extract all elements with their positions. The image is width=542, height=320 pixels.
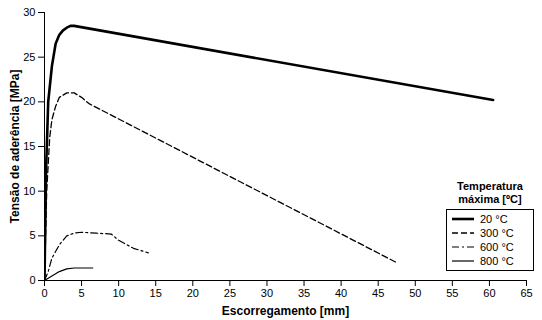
svg-text:0: 0: [41, 287, 47, 299]
svg-text:5: 5: [79, 287, 85, 299]
svg-text:55: 55: [446, 287, 458, 299]
html-text:800 °C: 800 °C: [480, 255, 514, 267]
svg-text:15: 15: [23, 140, 35, 152]
svg-text:65: 65: [520, 287, 532, 299]
svg-text:Tensão de aderência [MPa]: Tensão de aderência [MPa]: [8, 70, 22, 224]
svg-text:25: 25: [224, 287, 236, 299]
svg-text:60: 60: [483, 287, 495, 299]
svg-text:10: 10: [23, 185, 35, 197]
html-text:Temperatura máxima [ºC]: Temperatura máxima [ºC]: [457, 180, 523, 205]
svg-text:20: 20: [23, 95, 35, 107]
svg-text:50: 50: [409, 287, 421, 299]
svg-text:30: 30: [23, 6, 35, 18]
svg-text:5: 5: [29, 229, 35, 241]
svg-text:40: 40: [335, 287, 347, 299]
svg-text:25: 25: [23, 51, 35, 63]
svg-text:10: 10: [113, 287, 125, 299]
svg-text:15: 15: [150, 287, 162, 299]
svg-text:30: 30: [261, 287, 273, 299]
html-text:300 °C: 300 °C: [480, 227, 514, 239]
svg-text:45: 45: [372, 287, 384, 299]
svg-text:20: 20: [187, 287, 199, 299]
html-text:20 °C: 20 °C: [480, 213, 508, 225]
svg-text:35: 35: [298, 287, 310, 299]
svg-text:Escorregamento [mm]: Escorregamento [mm]: [222, 304, 349, 318]
html-text:600 °C: 600 °C: [480, 241, 514, 253]
svg-text:0: 0: [29, 274, 35, 286]
